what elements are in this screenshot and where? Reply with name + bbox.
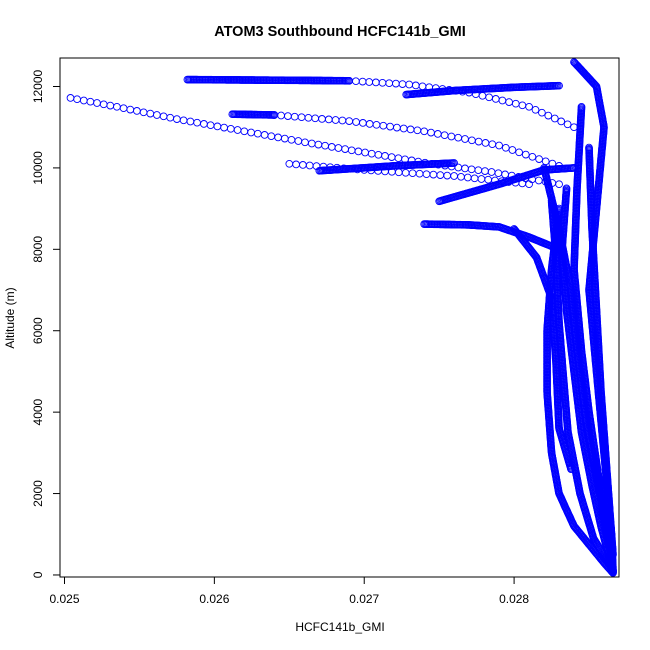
data-point — [501, 143, 510, 152]
data-point — [567, 465, 575, 473]
y-tick-label: 8000 — [31, 236, 45, 263]
y-tick-label: 0 — [31, 571, 45, 578]
data-point — [555, 180, 563, 189]
data-point — [609, 567, 617, 575]
data-point — [563, 120, 572, 129]
x-tick-label: 0.028 — [499, 592, 529, 606]
data-point — [450, 159, 458, 167]
data-point — [555, 81, 563, 90]
y-tick-label: 2000 — [31, 480, 45, 507]
data-point — [528, 152, 537, 161]
data-point — [557, 117, 566, 126]
data-point — [535, 155, 543, 163]
x-axis: 0.025 0.026 0.027 0.028 — [49, 576, 529, 606]
y-tick-label: 6000 — [31, 317, 45, 344]
data-point — [607, 565, 616, 573]
data-point — [608, 566, 617, 574]
data-point — [531, 105, 540, 114]
chart-title: ATOM3 Southbound HCFC141b_GMI — [214, 24, 466, 40]
data-point — [525, 180, 533, 189]
data-point — [538, 108, 546, 117]
y-tick-label: 4000 — [31, 398, 45, 425]
data-point — [495, 141, 503, 150]
y-axis-label: Altitude (m) — [3, 287, 17, 348]
x-tick-label: 0.025 — [49, 592, 79, 606]
data-point — [609, 550, 617, 559]
data-point — [550, 114, 559, 123]
x-axis-label: HCFC141b_GMI — [295, 620, 384, 634]
data-points — [66, 58, 617, 577]
y-tick-label: 10000 — [31, 151, 45, 185]
data-point — [515, 148, 523, 157]
data-point — [525, 102, 533, 111]
data-point — [508, 146, 517, 154]
y-tick-label: 12000 — [31, 69, 45, 103]
x-tick-label: 0.027 — [349, 592, 379, 606]
data-point — [521, 150, 530, 159]
y-axis: 0 2000 4000 6000 8000 10000 12000 — [31, 69, 61, 578]
x-tick-label: 0.026 — [199, 592, 229, 606]
data-point — [544, 111, 553, 120]
